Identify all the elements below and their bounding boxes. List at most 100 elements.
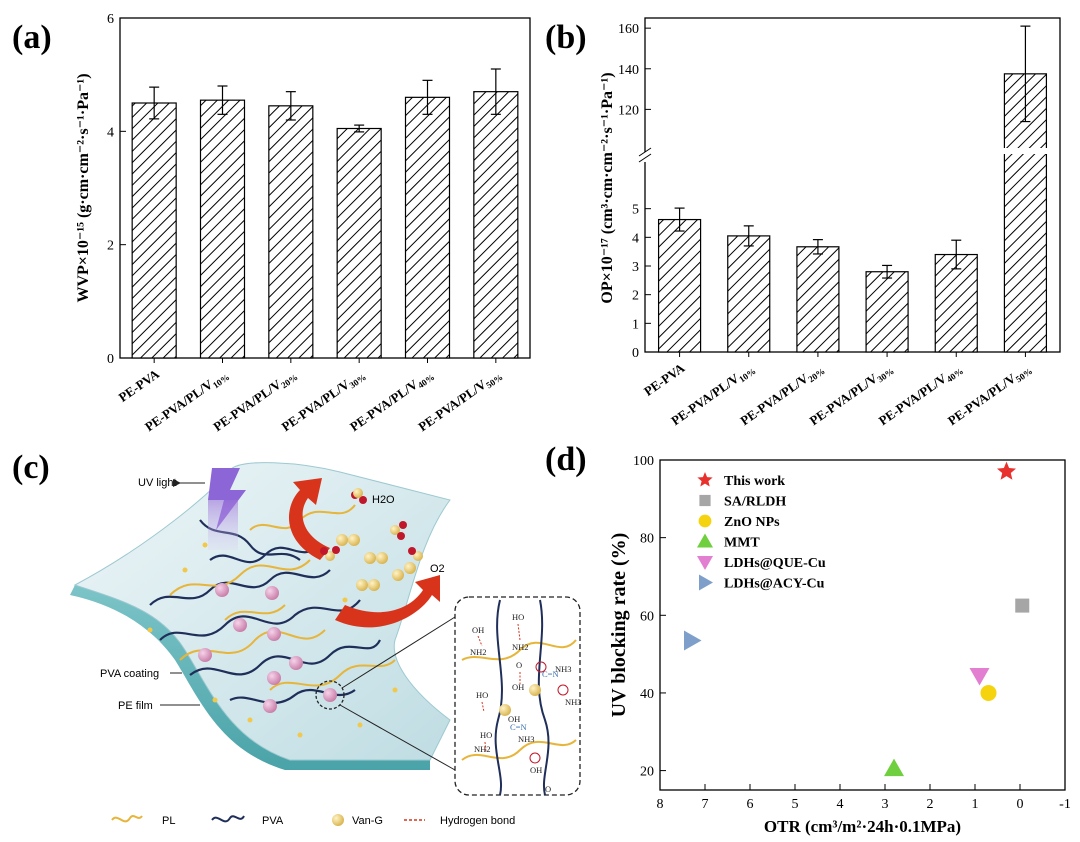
y-axis-label: OP×10⁻¹⁷ (cm³·cm·cm⁻²·s⁻¹·Pa⁻¹) (599, 72, 616, 303)
x-tick-label: 5 (792, 797, 799, 812)
panel-b: (b) 0 1 2 3 4 5 120 140 160 OP×10⁻¹⁷ (cm³·cm·cm⁻²… (545, 17, 1061, 428)
point-tri-right (684, 630, 702, 651)
legend-label: SA/RLDH (724, 495, 786, 510)
charge-marker (535, 661, 547, 673)
panel-d-label: (d) (545, 441, 587, 478)
o2-molecules (336, 534, 416, 591)
chart-a: 0 2 4 6 WVP×10⁻¹⁵ (g·cm·cm⁻²·s⁻¹·Pa⁻¹) PE-PVA… (75, 12, 531, 434)
hydrogen-bond (484, 741, 487, 753)
plot-frame (659, 459, 1066, 791)
vang-nodes (198, 583, 337, 713)
bar-break-gap (1002, 148, 1049, 154)
bar-4 (336, 127, 382, 359)
inset-group-label: O (545, 784, 551, 794)
bar-6 (473, 91, 519, 359)
x-tick-label: -1 (1059, 797, 1071, 812)
y-tick-label: 20 (640, 765, 654, 780)
legend-vang-swatch (332, 814, 344, 826)
diagram-legend: PL PVA Van-G Hydrogen bond (111, 814, 515, 827)
inset-group-label: NH3 (518, 734, 535, 744)
x-tick-label: 4 (837, 797, 844, 812)
x-tick-label: 7 (702, 797, 709, 812)
x-tick-label: 3 (882, 797, 889, 812)
legend-label: MMT (724, 536, 760, 551)
bar-1 (657, 218, 702, 353)
pe-film-label: PE film (118, 700, 153, 712)
chart-b: 0 1 2 3 4 5 120 140 160 OP×10⁻¹⁷ (cm³·cm·cm⁻²·s⁻¹… (599, 17, 1061, 428)
inset-group-label: O (516, 660, 522, 670)
panel-d: (d) 8 7 6 5 4 3 2 1 0 -1 20 40 60 80 100 OTR (cm³/m²·24… (545, 441, 1071, 836)
panel-b-label: (b) (545, 19, 587, 56)
bar-3 (268, 105, 314, 359)
x-tick-label-1: PE-PVA (116, 366, 163, 405)
point-tri-up (884, 758, 904, 777)
y-tick-label: 3 (632, 260, 639, 275)
hydrogen-bond (481, 701, 485, 713)
plot-frame (119, 17, 531, 359)
point-square (1015, 598, 1030, 613)
legend-marker-tri-up (697, 533, 713, 548)
zoom-line-top (341, 616, 456, 689)
point-star (997, 461, 1016, 480)
legend-marker-star (697, 472, 713, 487)
diagram-illustration: UV light H2O O2 PVA coating PE film OH HO… (70, 462, 582, 796)
y-tick-label: 80 (640, 532, 654, 547)
legend-hbond: Hydrogen bond (440, 815, 515, 827)
zoom-circle (315, 680, 345, 710)
point-tri-down (969, 667, 990, 686)
legend-marker-circle (698, 514, 712, 528)
bar-4 (865, 271, 909, 353)
point-circle (980, 684, 997, 701)
y-tick-label: 100 (633, 454, 654, 469)
y-tick-label: 4 (632, 231, 639, 246)
inset-group-label: NH2 (512, 642, 529, 652)
legend-vang: Van-G (352, 815, 383, 827)
charge-marker (529, 752, 541, 764)
inset-group-label: NH3 (565, 697, 582, 707)
plot-frame (644, 17, 1061, 353)
inset-group-label: OH (530, 765, 542, 775)
y-tick-label: 4 (107, 125, 114, 140)
x-tick-label-1: PE-PVA (641, 360, 688, 399)
panel-a-label: (a) (12, 19, 52, 56)
h2o-molecules (320, 488, 423, 561)
h2o-label: H2O (372, 494, 395, 506)
y-tick-label: 0 (632, 346, 639, 361)
hydrogen-bond (477, 635, 483, 647)
charge-marker (557, 684, 569, 696)
inset-group-label: HO (476, 690, 488, 700)
y-axis-label: UV blocking rate (%) (608, 533, 630, 718)
legend-pva-swatch (211, 815, 245, 823)
y-tick-label: 60 (640, 609, 654, 624)
legend-pl: PL (162, 815, 175, 827)
bar-5 (404, 96, 451, 359)
x-tick-label: 1 (972, 797, 979, 812)
y-tick-label: 160 (618, 22, 639, 37)
legend-label: This work (724, 474, 785, 489)
y-tick-label: 2 (632, 289, 639, 304)
bar-3 (796, 246, 840, 353)
y-tick-label: 5 (632, 203, 639, 218)
y-tick-label: 120 (618, 103, 639, 118)
inset-group-label: NH2 (470, 647, 487, 657)
panel-c-label: (c) (12, 449, 50, 486)
hydrogen-bond (517, 623, 521, 641)
x-tick-label: 6 (747, 797, 754, 812)
inset-group-label: OH (472, 625, 484, 635)
legend-label: LDHs@QUE-Cu (724, 556, 826, 571)
bar-5 (934, 253, 978, 353)
panel-a: (a) 0 2 4 6 WVP×10⁻¹⁵ (g·cm·cm⁻²·s⁻¹·Pa⁻¹) PE… (12, 12, 531, 434)
y-tick-label: 6 (107, 12, 114, 27)
axis-break-mark-top (638, 147, 652, 157)
y-tick-label: 40 (640, 687, 654, 702)
y-tick-label: 0 (107, 352, 114, 367)
legend-label: ZnO NPs (724, 515, 780, 530)
bar-1 (131, 102, 177, 359)
chart-d: 8 7 6 5 4 3 2 1 0 -1 20 40 60 80 100 OTR (cm³/m²·24h·0.… (608, 454, 1071, 836)
inset-group-label: C=N (510, 722, 527, 732)
inset-group-label: NH3 (555, 664, 572, 674)
axis-break-gap (642, 152, 648, 162)
legend-marker-square (699, 494, 711, 507)
